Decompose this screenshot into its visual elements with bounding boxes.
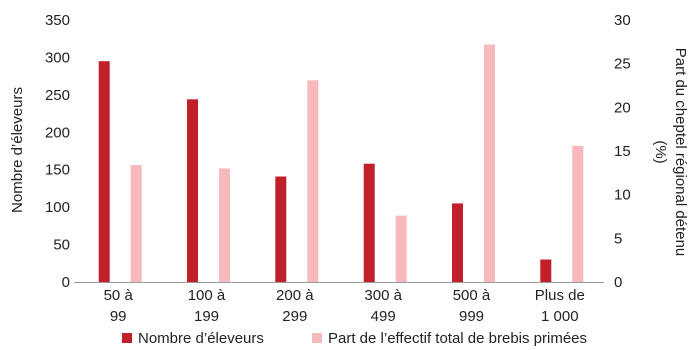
bar-series-1-2 xyxy=(187,99,198,282)
right-axis-ticks: 0 5 10 15 20 25 30 xyxy=(614,12,631,291)
category-label: 50 à xyxy=(104,287,134,304)
category-labels: 50 à 99 100 à 199 200 à 299 300 à 499 500 à 999 Pl… xyxy=(104,287,585,325)
right-axis-title-line-1: Part du cheptel régional détenu xyxy=(672,48,689,256)
right-axis-title-line-2: (%) xyxy=(652,140,669,163)
category-label: 500 à xyxy=(453,287,491,304)
category-label: 300 à xyxy=(364,287,402,304)
category-label: 299 xyxy=(282,308,307,325)
left-tick-label: 200 xyxy=(45,124,70,141)
left-tick-label: 300 xyxy=(45,49,70,66)
category-label: 499 xyxy=(371,308,396,325)
bar-series-2-3 xyxy=(307,80,319,282)
left-tick-label: 0 xyxy=(62,274,70,291)
right-tick-label: 5 xyxy=(614,230,622,247)
category-label: 999 xyxy=(459,308,484,325)
bar-series-1-5 xyxy=(452,203,463,282)
legend: Nombre d’éleveurs Part de l’effectif tot… xyxy=(122,330,587,347)
category-label: 200 à xyxy=(276,287,314,304)
category-label: 199 xyxy=(194,308,219,325)
left-tick-label: 50 xyxy=(53,237,70,254)
category-label: 100 à xyxy=(188,287,226,304)
bar-series-1-6 xyxy=(540,259,552,282)
bar-series-1-3 xyxy=(275,176,287,282)
legend-label-series-1: Nombre d’éleveurs xyxy=(138,330,264,347)
legend-swatch-series-2 xyxy=(312,333,322,343)
legend-swatch-series-1 xyxy=(122,333,132,343)
bars xyxy=(98,44,584,283)
left-tick-label: 250 xyxy=(45,87,70,104)
bar-series-2-2 xyxy=(219,168,230,282)
category-label: 1 000 xyxy=(541,308,579,325)
left-tick-label: 150 xyxy=(45,162,70,179)
right-tick-label: 30 xyxy=(614,12,631,29)
bar-series-2-5 xyxy=(484,44,495,282)
left-tick-label: 350 xyxy=(45,12,70,29)
bar-series-1-1 xyxy=(98,61,110,283)
right-tick-label: 25 xyxy=(614,56,631,73)
left-axis-title: Nombre d’éleveurs xyxy=(9,87,26,213)
right-tick-label: 0 xyxy=(614,274,622,291)
right-tick-label: 20 xyxy=(614,99,631,116)
left-tick-label: 100 xyxy=(45,199,70,216)
category-label: Plus de xyxy=(535,287,585,304)
bar-series-2-6 xyxy=(572,145,584,282)
right-tick-label: 10 xyxy=(614,187,631,204)
right-tick-label: 15 xyxy=(614,143,631,160)
bar-series-2-4 xyxy=(395,215,407,282)
bar-series-2-1 xyxy=(130,165,142,282)
left-axis-ticks: 0 50 100 150 200 250 300 350 xyxy=(45,12,70,291)
legend-label-series-2: Part de l’effectif total de brebis primé… xyxy=(328,330,587,347)
category-label: 99 xyxy=(110,308,127,325)
bar-series-1-4 xyxy=(363,163,375,282)
